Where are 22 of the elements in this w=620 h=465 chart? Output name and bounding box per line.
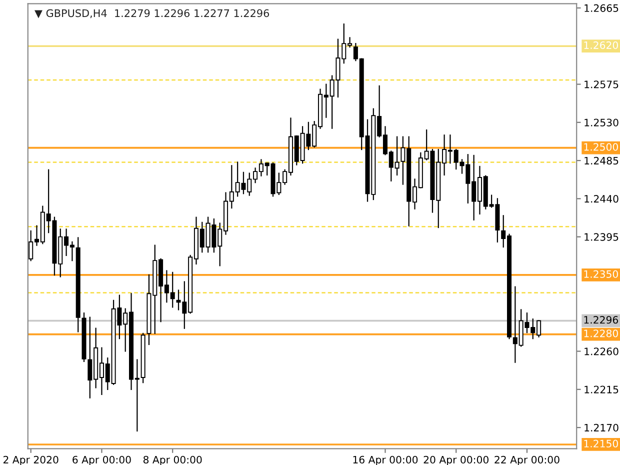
y-tick-label: 1.2170 — [584, 424, 618, 432]
y-tick-label: 1.2485 — [584, 156, 618, 165]
y-tick-label: 1.2575 — [584, 80, 618, 88]
ref-line-label: 1.2500 — [584, 143, 618, 151]
y-tick-label: 1.2215 — [584, 386, 618, 394]
ref-line-label: 1.2620 — [584, 41, 618, 50]
y-tick-label: 1.2440 — [584, 195, 618, 203]
y-tick-label: 1.2395 — [584, 233, 618, 241]
x-tick-label: 22 Apr 00:00 — [494, 456, 560, 465]
chart-title: ▼ GBPUSD,H4 1.2279 1.2296 1.2277 1.2296 — [34, 9, 270, 18]
y-tick-label: 1.2530 — [584, 118, 618, 126]
x-tick-label: 20 Apr 00:00 — [424, 456, 488, 465]
x-tick-label: 8 Apr 00:00 — [143, 456, 202, 465]
y-tick-label: 1.2260 — [584, 348, 618, 356]
y-tick-label: 1.2665 — [584, 4, 618, 12]
ref-line-label: 1.2350 — [584, 270, 618, 278]
x-tick-label: 16 Apr 00:00 — [353, 456, 418, 465]
ref-line-label: 1.2296 — [584, 316, 618, 324]
x-tick-label: 2 Apr 2020 — [3, 456, 58, 465]
ref-line-label: 1.2150 — [584, 440, 618, 448]
ref-line-label: 1.2280 — [584, 330, 618, 338]
x-tick-label: 6 Apr 00:00 — [72, 456, 131, 465]
